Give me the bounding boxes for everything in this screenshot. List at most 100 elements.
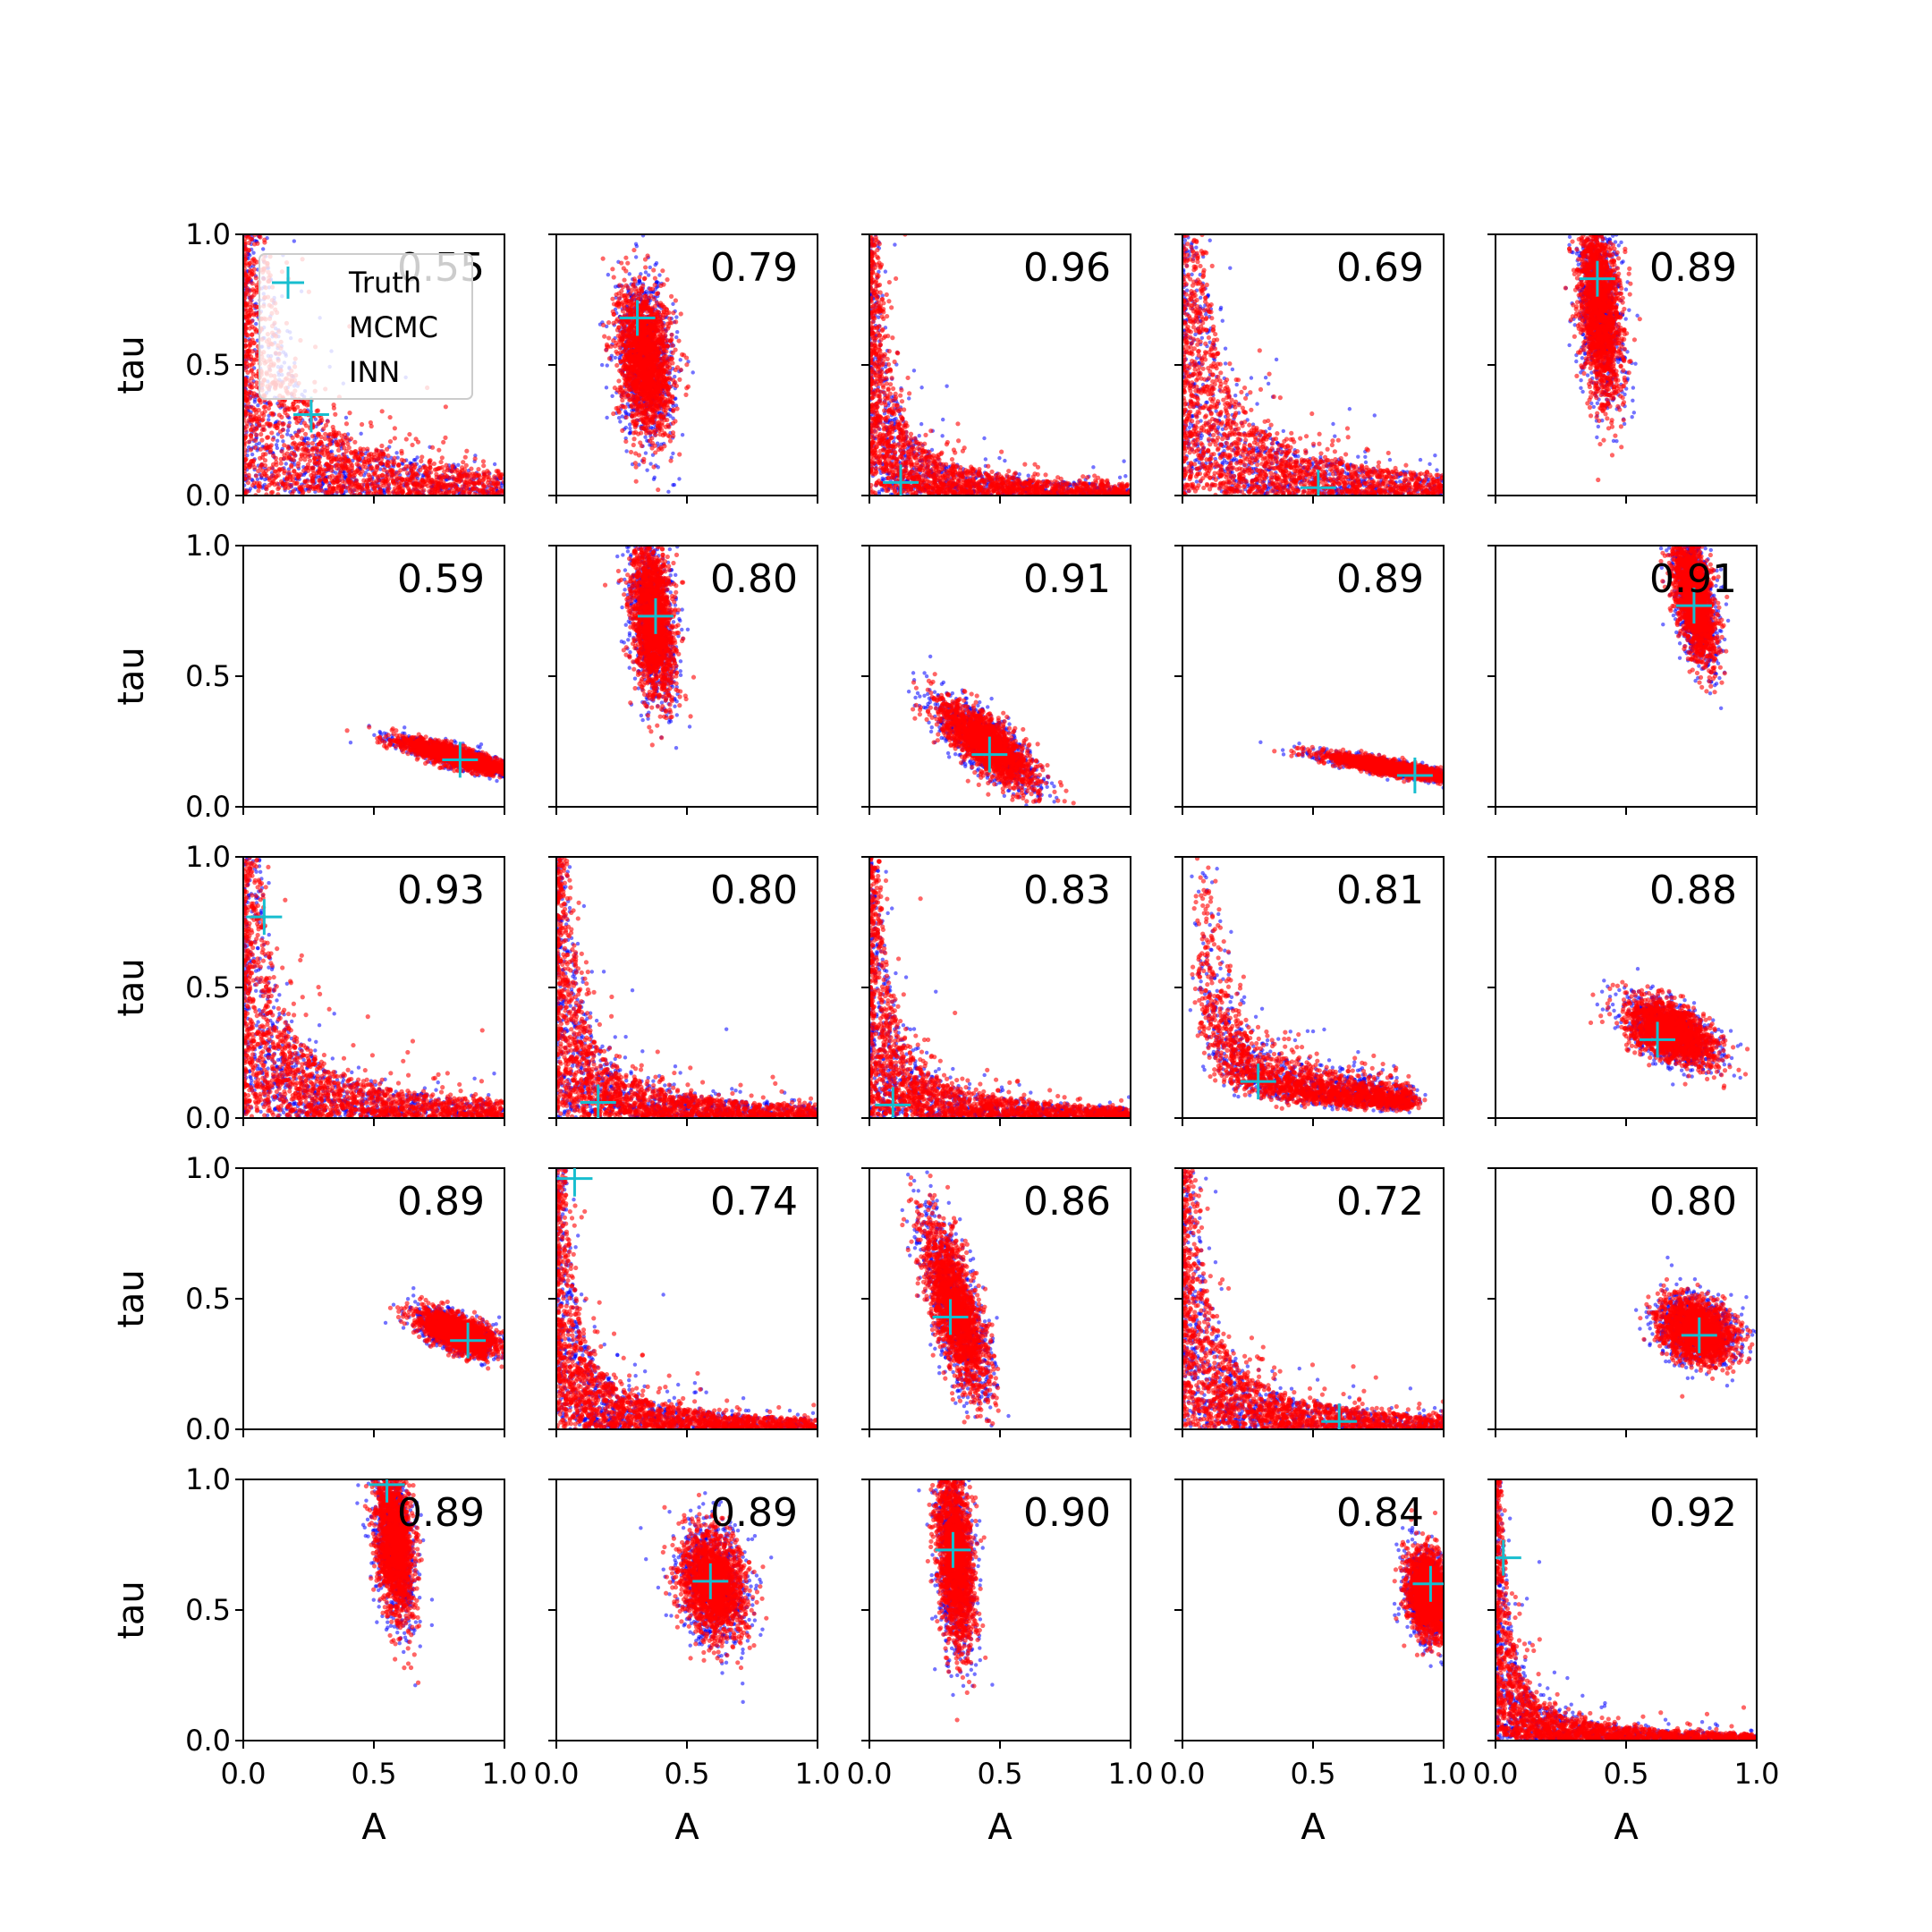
correlation-label: 0.88 [1649,868,1737,913]
panel-15: 0.88 [1487,857,1757,1126]
correlation-label: 0.86 [1023,1179,1111,1224]
correlation-label: 0.83 [1023,868,1111,913]
y-axis-label: tau [111,1580,152,1640]
y-tick-label: 0.0 [185,1724,231,1758]
x-tick-label: 1.0 [482,1757,528,1791]
x-tick-label: 1.0 [1108,1757,1154,1791]
panel-22: 0.0 0.5 1.0 A 0.89 [534,1479,841,1848]
inn-samples [926,1477,988,1722]
y-tick-label: 1.0 [185,840,231,874]
x-tick-label: 0.0 [534,1757,580,1791]
correlation-label: 0.89 [1336,556,1424,602]
x-tick-label: 0.5 [352,1757,397,1791]
correlation-label: 0.89 [397,1490,485,1536]
legend-label: Truth [348,266,421,300]
panel-20: 0.80 [1487,1168,1758,1437]
y-tick-label: 0.5 [185,659,231,693]
inn-samples [1563,233,1642,482]
panel-10: 0.91 [1487,544,1757,815]
correlation-label: 0.89 [1649,245,1737,291]
y-tick-label: 0.5 [185,1593,231,1627]
correlation-label: 0.69 [1336,245,1424,291]
legend: Truth MCMC INN [259,254,472,399]
x-axis-label: A [987,1807,1013,1848]
y-tick-label: 0.5 [185,348,231,382]
correlation-label: 0.74 [710,1179,798,1224]
x-tick-label: 0.5 [1291,1757,1336,1791]
x-axis-label: A [361,1807,386,1848]
y-axis-label: tau [111,1269,152,1328]
panel-21: 0.00.0 0.5 0.5 1.0 1.0 tau A 0.89 [111,1462,527,1848]
x-tick-label: 0.0 [1160,1757,1206,1791]
y-tick-label: 0.0 [185,1412,231,1446]
correlation-label: 0.93 [397,868,485,913]
correlation-label: 0.91 [1649,556,1737,602]
correlation-label: 0.80 [710,868,798,913]
panel-12: 0.80 [548,855,819,1126]
panel-25: 0.0 0.5 1.0A0.92 [1473,1478,1780,1848]
panel-13: 0.83 [861,856,1132,1126]
y-axis-label: tau [111,335,152,394]
correlation-label: 0.72 [1336,1179,1424,1224]
panel-7: 0.80 [548,544,818,815]
panel-19: 0.72 [1174,1166,1445,1440]
inn-samples [603,544,696,748]
x-tick-label: 0.0 [1473,1757,1519,1791]
panel-6: 0.0 0.5 1.0 tau 0.59 [111,529,506,824]
y-axis-label: tau [111,647,152,706]
x-axis-label: A [674,1807,699,1848]
y-tick-label: 0.5 [185,1282,231,1316]
y-tick-label: 1.0 [185,529,231,563]
panel-23: 0.0 0.5 1.0 A 0.90 [847,1477,1154,1848]
y-tick-label: 1.0 [185,1462,231,1496]
x-tick-label: 0.0 [847,1757,893,1791]
y-tick-label: 0.0 [185,479,231,513]
legend-label: MCMC [349,310,438,344]
panel-5: 0.89 [1487,233,1757,504]
y-tick-label: 1.0 [185,217,231,251]
inn-samples [344,724,506,779]
correlation-label: 0.90 [1023,1490,1111,1536]
inn-samples [601,248,691,492]
panel-17: 0.74 [548,1161,819,1437]
x-tick-label: 0.5 [1604,1757,1649,1791]
y-tick-label: 0.0 [185,790,231,824]
y-tick-label: 0.5 [185,970,231,1004]
x-tick-label: 1.0 [1421,1757,1467,1791]
y-axis-label: tau [111,958,152,1017]
legend-label: INN [349,355,400,389]
correlation-label: 0.81 [1336,868,1424,913]
x-tick-label: 0.0 [221,1757,267,1791]
panel-8: 0.91 [861,546,1131,815]
panel-3: 0.96 [861,232,1132,504]
x-axis-label: A [1614,1807,1639,1848]
correlation-label: 0.89 [397,1179,485,1224]
x-tick-label: 0.5 [978,1757,1023,1791]
legend-item-mcmc: MCMC [349,310,438,344]
correlation-label: 0.80 [710,556,798,602]
correlation-label: 0.92 [1649,1490,1737,1536]
panel-14: 0.81 [1174,856,1444,1126]
correlation-label: 0.89 [710,1490,798,1536]
correlation-label: 0.96 [1023,245,1111,291]
correlation-label: 0.79 [710,245,798,291]
panel-11: 0.0 0.5 1.0 tau 0.93 [111,840,507,1135]
correlation-label: 0.91 [1023,556,1111,602]
x-tick-label: 1.0 [795,1757,841,1791]
panel-16: 0.0 0.5 1.0 tau 0.89 [111,1151,506,1446]
panel-18: 0.86 [861,1168,1131,1437]
correlation-label: 0.80 [1649,1179,1737,1224]
panel-9: 0.89 [1174,546,1445,815]
legend-item-inn: INN [349,355,400,389]
inn-samples [1638,1277,1754,1399]
x-tick-label: 0.5 [665,1757,710,1791]
panel-2: 0.79 [548,233,818,504]
correlation-label: 0.84 [1336,1490,1424,1536]
panel-24: 0.0 0.5 1.0 A 0.84 [1160,1479,1467,1848]
y-tick-label: 0.0 [185,1101,231,1135]
panel-4: 0.69 [1174,233,1445,505]
y-tick-label: 1.0 [185,1151,231,1185]
x-axis-label: A [1301,1807,1326,1848]
correlation-label: 0.59 [397,556,485,602]
